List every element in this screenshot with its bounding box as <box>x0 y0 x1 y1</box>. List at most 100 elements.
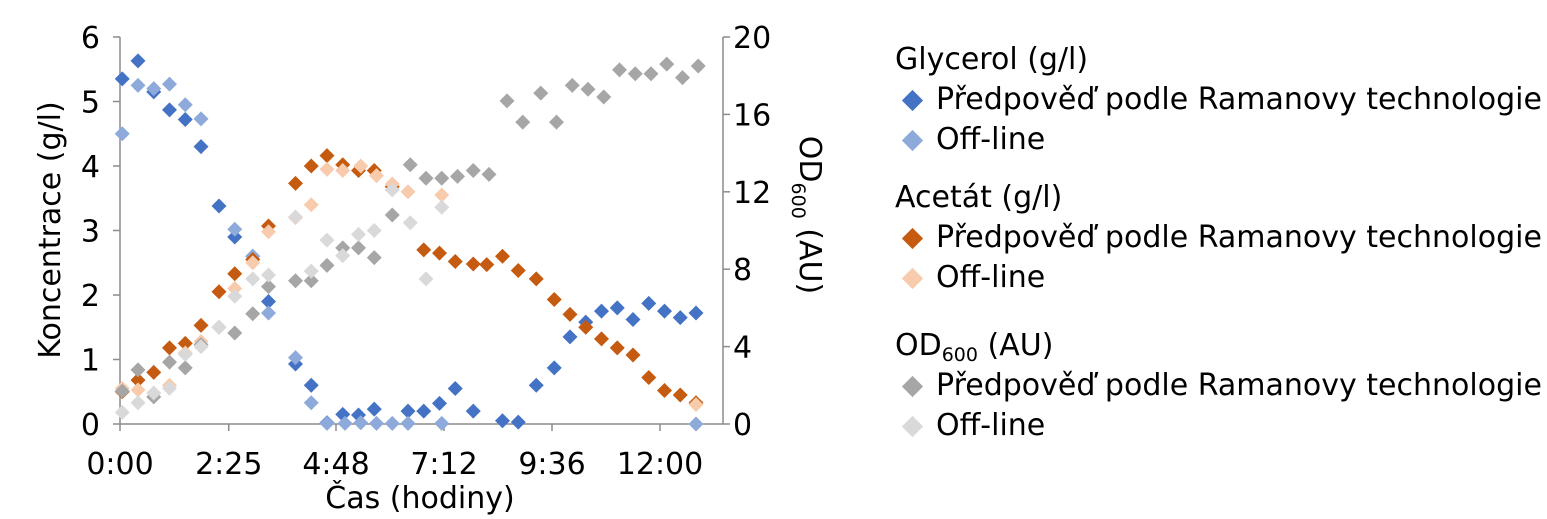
legend-item-glycerol-raman: Předpověď podle Ramanovy technologie <box>895 80 1545 120</box>
data-point <box>465 256 481 272</box>
legend-group-title-od600: OD600 (AU) <box>895 326 1545 366</box>
chart-points <box>114 53 706 432</box>
data-point <box>627 66 643 82</box>
data-point <box>303 395 319 411</box>
data-point <box>211 319 227 335</box>
data-point <box>114 383 130 399</box>
data-point <box>177 97 193 113</box>
series-0 <box>114 53 704 431</box>
legend-item-od600-raman: Předpověď podle Ramanovy technologie <box>895 366 1545 406</box>
legend-group-title-glycerol: Glycerol (g/l) <box>895 42 1089 77</box>
data-point <box>609 300 625 316</box>
data-point <box>594 303 609 319</box>
legend-group-title-od600-sub: 600 <box>941 344 978 366</box>
data-point <box>434 199 450 215</box>
data-point <box>366 250 382 266</box>
data-point <box>130 372 146 388</box>
data-point <box>162 354 177 370</box>
y2-axis-title-rest: (AU) <box>792 219 827 294</box>
y-tick-label: 0 <box>81 408 100 443</box>
legend-item-label: Off-line <box>936 122 1046 157</box>
data-point <box>546 360 562 376</box>
data-point <box>227 229 243 245</box>
x-axis-title: Čas (hodiny) <box>325 479 514 516</box>
legend-item-acetat-offline: Off-line <box>895 258 1545 298</box>
data-point <box>303 158 319 174</box>
data-point <box>193 139 209 155</box>
y-tick-label: 1 <box>81 344 100 379</box>
y2-axis-title-sub: 600 <box>787 183 809 219</box>
data-point <box>510 262 526 278</box>
y2-tick-label: 12 <box>733 176 771 211</box>
legend-group-title-od600-rest: (AU) <box>977 328 1054 363</box>
data-point <box>162 76 177 92</box>
data-point <box>227 266 243 282</box>
data-point <box>245 255 261 271</box>
data-point <box>335 163 351 179</box>
series-5 <box>114 182 450 420</box>
data-point <box>447 381 463 397</box>
data-point <box>303 377 319 393</box>
data-point <box>146 385 162 401</box>
data-point <box>261 267 276 283</box>
legend-item-glycerol-offline: Off-line <box>895 120 1545 160</box>
data-point <box>612 62 627 78</box>
data-point <box>596 89 612 105</box>
data-point <box>578 319 594 335</box>
data-point <box>353 415 369 431</box>
data-point <box>319 148 335 164</box>
data-point <box>303 197 319 213</box>
y2-axis-title: OD600 (AU) <box>787 136 827 294</box>
data-point <box>499 93 515 109</box>
data-point <box>114 126 130 142</box>
x-tick-label: 2:25 <box>195 447 262 482</box>
data-point <box>384 207 400 223</box>
data-point <box>384 415 400 431</box>
data-point <box>319 415 335 431</box>
data-point <box>245 306 261 322</box>
data-point <box>351 226 366 242</box>
data-point <box>416 403 432 419</box>
data-point <box>659 56 675 72</box>
legend-group-title-acetat: Acetát (g/l) <box>895 180 1063 215</box>
data-point <box>146 81 162 97</box>
legend-item-label: Off-line <box>936 408 1046 443</box>
diamond-marker-icon <box>901 89 924 111</box>
chart-axes <box>119 37 724 425</box>
series-3 <box>114 158 704 413</box>
data-point <box>432 395 447 411</box>
data-point <box>211 284 227 300</box>
data-point <box>227 221 243 237</box>
data-point <box>227 325 243 341</box>
y2-tick-label: 16 <box>733 98 771 133</box>
y-tick-label: 2 <box>81 279 100 314</box>
legend-item-label: Předpověď podle Ramanovy technologie <box>936 368 1542 403</box>
data-point <box>335 248 351 264</box>
data-point <box>688 416 704 432</box>
data-point <box>495 248 510 264</box>
x-tick-label: 9:36 <box>518 447 585 482</box>
data-point <box>528 377 544 393</box>
data-point <box>672 310 688 326</box>
data-point <box>353 158 369 174</box>
data-point <box>416 242 432 258</box>
diamond-marker-icon <box>901 267 924 289</box>
data-point <box>177 346 193 362</box>
data-point <box>288 273 303 289</box>
data-point <box>130 382 146 398</box>
data-point <box>177 360 193 376</box>
x-tick-label: 4:48 <box>302 447 369 482</box>
data-point <box>245 271 261 287</box>
data-point <box>193 339 209 355</box>
diamond-marker-icon <box>901 375 924 397</box>
data-point <box>434 187 450 203</box>
data-point <box>625 312 641 328</box>
data-point <box>641 295 657 311</box>
y-tick-label: 5 <box>81 86 100 121</box>
data-point <box>369 415 384 431</box>
data-point <box>688 305 704 321</box>
data-point <box>432 245 447 261</box>
legend-item-label: Off-line <box>936 260 1046 295</box>
data-point <box>288 175 303 191</box>
